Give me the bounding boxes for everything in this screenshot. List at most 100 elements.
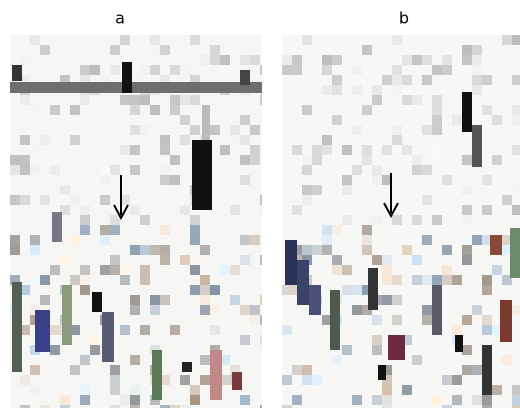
noise-pixel (110, 165, 120, 175)
noise-pixel (472, 65, 482, 75)
noise-pixel (392, 275, 402, 285)
dark-pixel (455, 335, 463, 352)
noise-pixel (282, 65, 292, 75)
noise-pixel (382, 255, 392, 265)
noise-pixel (200, 285, 210, 295)
noise-pixel (372, 255, 382, 265)
noise-pixel (190, 395, 200, 405)
noise-pixel (402, 45, 412, 55)
noise-pixel (120, 95, 130, 105)
panel-label: b (399, 9, 409, 28)
noise-pixel (250, 125, 260, 135)
noise-pixel (512, 75, 520, 85)
noise-pixel (452, 275, 462, 285)
noise-pixel (472, 305, 482, 315)
noise-pixel (130, 105, 140, 115)
noise-pixel (260, 255, 262, 265)
gray-streak (472, 125, 482, 167)
noise-pixel (250, 235, 260, 245)
noise-pixel (260, 315, 262, 325)
noise-pixel (260, 95, 262, 105)
noise-pixel (442, 275, 452, 285)
noise-pixel (342, 265, 352, 275)
noise-pixel (250, 315, 260, 325)
noise-pixel (342, 145, 352, 155)
noise-pixel (60, 255, 70, 265)
noise-pixel (322, 235, 332, 245)
noise-pixel (170, 105, 180, 115)
noise-pixel (30, 105, 40, 115)
noise-pixel (120, 325, 130, 335)
noise-pixel (422, 165, 432, 175)
noise-pixel (120, 265, 130, 275)
noise-pixel (432, 105, 442, 115)
brown-pixel (500, 300, 512, 342)
noise-pixel (260, 335, 262, 345)
noise-pixel (250, 145, 260, 155)
dark-streak (462, 92, 472, 132)
noise-pixel (240, 335, 250, 345)
noise-pixel (392, 35, 402, 45)
noise-pixel (40, 295, 50, 305)
noise-pixel (442, 375, 452, 385)
noise-pixel (160, 135, 170, 145)
noise-pixel (30, 165, 40, 175)
noise-pixel (50, 345, 60, 355)
noise-pixel (432, 115, 442, 125)
noise-pixel (352, 85, 362, 95)
green-column (62, 285, 72, 345)
noise-pixel (260, 295, 262, 305)
noise-pixel (402, 145, 412, 155)
noise-pixel (230, 295, 240, 305)
noise-pixel (90, 65, 100, 75)
noise-pixel (230, 265, 240, 275)
noise-pixel (292, 55, 302, 65)
noise-pixel (362, 235, 372, 245)
noise-pixel (200, 55, 210, 65)
noise-pixel (180, 65, 190, 75)
dark-pixel (240, 70, 250, 85)
noise-pixel (372, 95, 382, 105)
noise-pixel (372, 315, 382, 325)
noise-pixel (220, 265, 230, 275)
noise-pixel (30, 145, 40, 155)
noise-pixel (402, 245, 412, 255)
noise-pixel (482, 275, 492, 285)
noise-pixel (302, 35, 312, 45)
green-column (510, 228, 520, 278)
pink-blob (210, 350, 222, 400)
dark-pixel (182, 362, 192, 372)
noise-pixel (342, 215, 352, 225)
noise-pixel (352, 135, 362, 145)
noise-pixel (472, 55, 482, 65)
noise-pixel (352, 305, 362, 315)
noise-pixel (462, 365, 472, 375)
noise-pixel (140, 325, 150, 335)
noise-pixel (512, 385, 520, 395)
noise-pixel (342, 345, 352, 355)
noise-pixel (240, 115, 250, 125)
red-blob (388, 335, 405, 360)
noise-pixel (342, 175, 352, 185)
noise-pixel (20, 155, 30, 165)
noise-pixel (322, 225, 332, 235)
noise-pixel (130, 385, 140, 395)
noise-pixel (462, 345, 472, 355)
noise-pixel (352, 165, 362, 175)
noise-pixel (512, 185, 520, 195)
noise-pixel (110, 45, 120, 55)
noise-pixel (472, 75, 482, 85)
noise-pixel (392, 125, 402, 135)
noise-pixel (70, 135, 80, 145)
noise-pixel (442, 245, 452, 255)
noise-pixel (190, 285, 200, 295)
gray-pixel (52, 212, 62, 242)
noise-pixel (322, 135, 332, 145)
noise-pixel (120, 145, 130, 155)
noise-pixel (260, 195, 262, 205)
dark-streak (192, 140, 212, 210)
noise-pixel (482, 395, 492, 405)
noise-pixel (422, 75, 432, 85)
noise-pixel (60, 185, 70, 195)
noise-pixel (422, 195, 432, 205)
